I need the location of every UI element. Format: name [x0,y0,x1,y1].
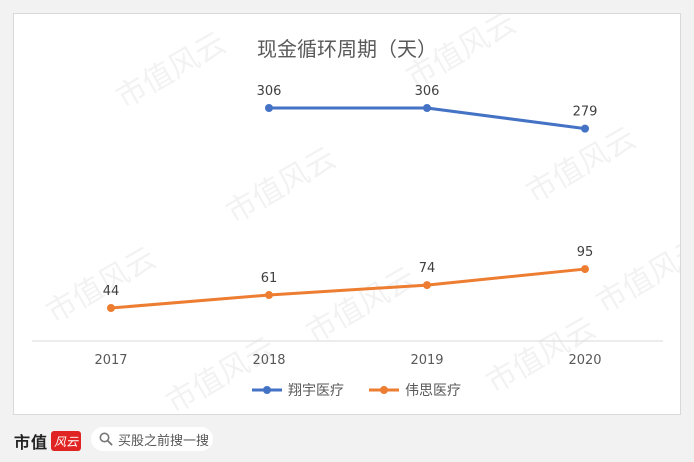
brand-logo: 市值 风云 [14,429,82,453]
data-point [423,281,431,290]
data-label: 306 [257,84,282,99]
data-label: 44 [103,284,120,299]
chart-card: 市值风云 市值风云 市值风云 市值风云 市值风云 市值风云 市值风云 市值风云 市值风云 现金循… [13,13,681,415]
footer-bar: 市值 风云 买股之前搜一搜 [0,415,694,462]
data-label: 74 [419,261,436,276]
watermark-text: 市值风云 [521,121,642,211]
data-point [581,265,589,274]
legend-marker [263,386,271,394]
legend-item: 伟思医疗 [369,383,461,399]
watermark-text: 市值风云 [591,231,681,321]
x-tick-label: 2019 [410,353,443,368]
series-layer: 306 306 279 44 61 74 95 [103,84,598,312]
data-point [265,104,273,112]
series-1: 306 306 279 [257,84,598,133]
legend-label: 翔宇医疗 [288,383,344,399]
x-tick-label: 2017 [94,353,127,368]
x-axis-ticks: 2017 2018 2019 2020 [94,353,601,368]
search-icon [99,432,113,446]
x-tick-label: 2018 [252,353,285,368]
data-point [107,304,115,312]
watermark-text: 市值风云 [111,26,232,116]
series-line [109,267,587,310]
search-box[interactable]: 买股之前搜一搜 [91,427,213,451]
watermark-text: 市值风云 [41,241,162,331]
data-point [581,124,589,133]
series-2: 44 61 74 95 [103,245,594,312]
data-label: 61 [261,271,278,286]
watermark-text: 市值风云 [301,261,422,351]
legend-item: 翔宇医疗 [252,383,344,399]
watermark-text: 市值风云 [221,141,342,231]
data-label: 306 [415,84,440,99]
legend-marker [380,386,388,394]
data-point [423,104,431,112]
data-label: 279 [573,105,598,120]
x-tick-label: 2020 [568,353,601,368]
legend-label: 伟思医疗 [405,383,461,399]
brand-mark: 风云 [51,431,82,451]
legend: 翔宇医疗 伟思医疗 [252,383,461,399]
search-placeholder: 买股之前搜一搜 [118,433,210,449]
chart-title: 现金循环周期（天） [257,37,437,61]
data-point [265,291,273,300]
data-label: 95 [577,245,594,260]
brand-name: 市值 [14,433,49,452]
watermark-text: 市值风云 [161,331,282,414]
